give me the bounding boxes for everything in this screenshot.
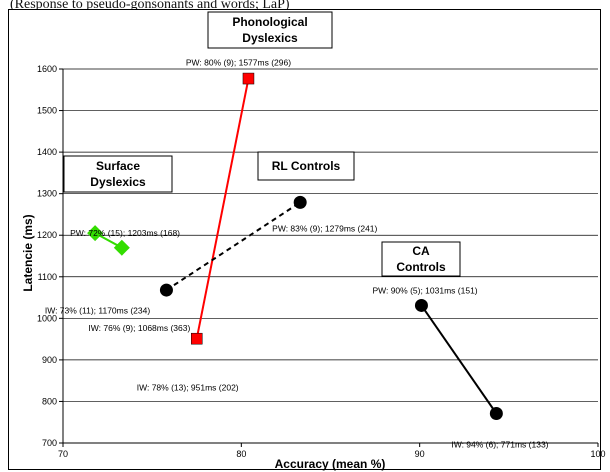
y-tick-label: 1000 bbox=[37, 313, 57, 323]
y-axis-label: Latencie (ms) bbox=[21, 214, 35, 291]
y-tick-label: 1300 bbox=[37, 189, 57, 199]
group-label-text: Phonological bbox=[232, 15, 307, 29]
point-label: IW: 76% (9); 1068ms (363) bbox=[88, 323, 190, 333]
x-tick-label: 100 bbox=[590, 449, 605, 459]
y-tick-label: 1600 bbox=[37, 64, 57, 74]
point-label: PW: 90% (5); 1031ms (151) bbox=[372, 285, 477, 295]
data-point-diamond bbox=[113, 239, 130, 256]
point-label: IW: 78% (13); 951ms (202) bbox=[137, 383, 239, 393]
data-point-circle bbox=[159, 283, 173, 297]
group-label-text: CA bbox=[412, 244, 430, 258]
x-tick-label: 80 bbox=[236, 449, 246, 459]
data-point-square bbox=[191, 332, 203, 345]
data-point-diamond bbox=[87, 225, 104, 242]
y-tick-label: 1100 bbox=[38, 272, 57, 282]
series-line bbox=[195, 78, 250, 339]
x-tick-label: 70 bbox=[58, 449, 68, 459]
point-label: PW: 83% (9); 1279ms (241) bbox=[272, 223, 377, 233]
group-label-text: Controls bbox=[396, 260, 446, 274]
x-tick-label: 90 bbox=[415, 449, 425, 459]
group-label-box bbox=[207, 11, 333, 49]
y-tick-label: 1400 bbox=[37, 147, 57, 157]
point-label: IW: 94% (6); 771ms (133) bbox=[451, 439, 548, 449]
group-label-text: Surface bbox=[96, 159, 140, 173]
series-line bbox=[420, 304, 498, 415]
data-point-circle bbox=[293, 195, 307, 209]
axis-ticks: 700 800 900 1000 1100 1200 1300 1400 1500 1600 70 8… bbox=[37, 64, 606, 459]
group-label-box bbox=[63, 155, 173, 193]
point-label: IW: 73% (11); 1170ms (234) bbox=[45, 306, 151, 316]
data-point-square bbox=[242, 72, 255, 85]
group-label-box bbox=[257, 151, 355, 181]
group-label-text: Dyslexics bbox=[90, 175, 146, 189]
group-label-box bbox=[381, 241, 461, 277]
y-tick-label: 1500 bbox=[37, 106, 57, 116]
point-label: PW: 80% (9); 1577ms (296) bbox=[186, 58, 291, 68]
data-point-circle bbox=[489, 406, 503, 420]
y-tick-label: 800 bbox=[42, 396, 57, 406]
group-label-boxes: Phonological Dyslexics Surface Dyslexics RL … bbox=[63, 11, 461, 277]
point-labels: IW: 78% (13); 951ms (202) PW: 80% (9); 15… bbox=[45, 58, 549, 450]
y-tick-label: 1200 bbox=[37, 230, 57, 240]
y-tick-label: 700 bbox=[42, 438, 57, 448]
y-tick-label: 900 bbox=[42, 355, 57, 365]
x-axis-label: Accuracy (mean %) bbox=[275, 457, 386, 471]
group-label-text: RL Controls bbox=[272, 159, 341, 173]
point-label: PW: 72% (15); 1203ms (168) bbox=[70, 228, 180, 238]
data-point-circle bbox=[414, 298, 428, 312]
series-points bbox=[87, 72, 503, 420]
group-label-text: Dyslexics bbox=[242, 31, 298, 45]
